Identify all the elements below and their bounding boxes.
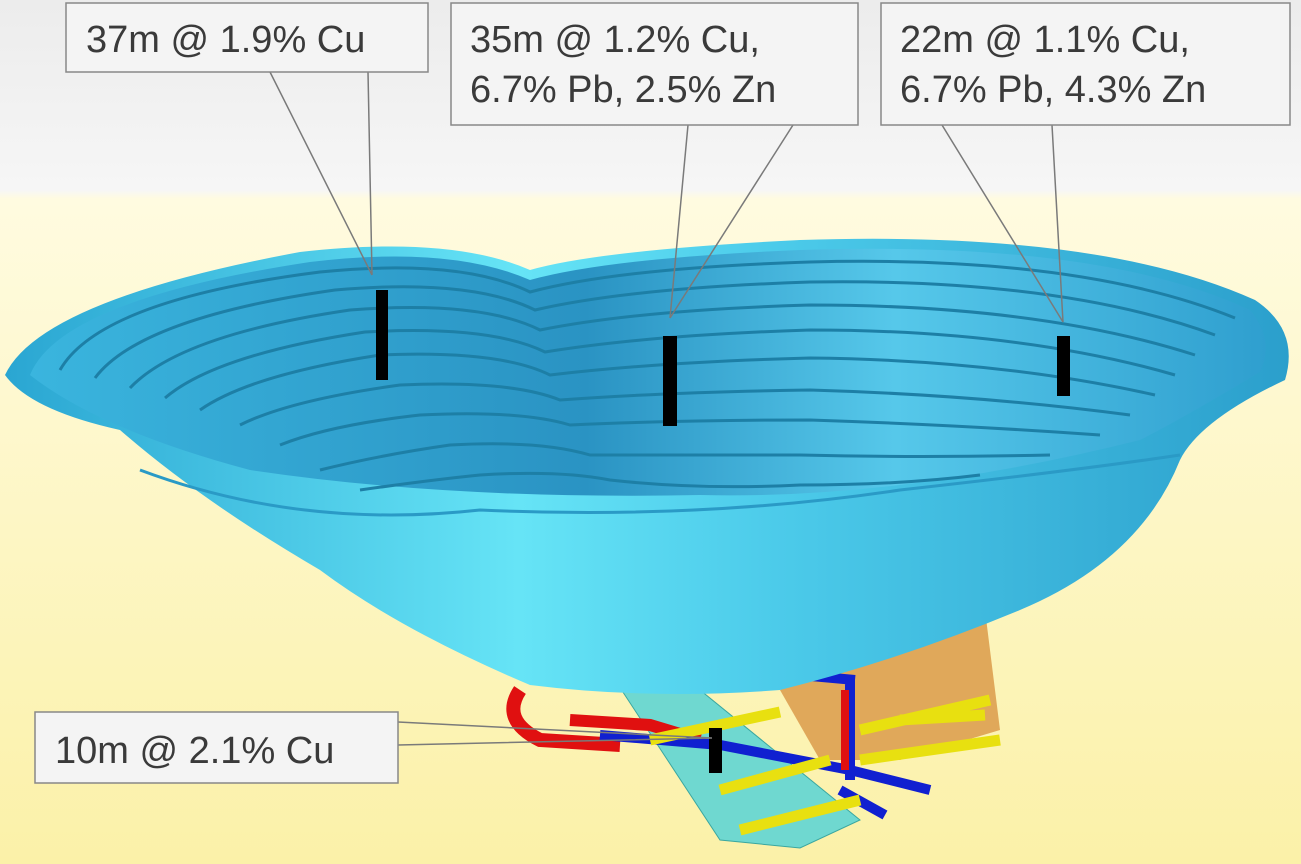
leaders [269, 71, 1064, 746]
intercept [663, 336, 677, 426]
callout-box [880, 2, 1291, 126]
red-tunnel [506, 686, 621, 752]
callout: 37m @ 1.9% Cu [65, 2, 429, 73]
callout-text: 35m @ 1.2% Cu, 6.7% Pb, 2.5% Zn [470, 19, 776, 111]
pit-rim-line [139, 453, 1181, 517]
callout-line: 10m @ 2.1% Cu [55, 730, 334, 772]
callout-box [450, 2, 859, 126]
callout-line: 22m @ 1.1% Cu, [900, 19, 1190, 61]
callout-line: 6.7% Pb, 2.5% Zn [470, 69, 776, 111]
callout-box [34, 711, 399, 784]
intercept [376, 290, 388, 380]
callout-line: 35m @ 1.2% Cu, [470, 19, 760, 61]
open-pit [5, 238, 1289, 694]
callout-line: 37m @ 1.9% Cu [86, 19, 365, 61]
underground-workings [506, 610, 1001, 849]
yellow-drives [648, 694, 1001, 836]
intercept [709, 728, 722, 773]
callout-text: 37m @ 1.9% Cu [86, 19, 365, 61]
callout-box [65, 2, 429, 73]
callout-line: 6.7% Pb, 4.3% Zn [900, 69, 1206, 111]
intercept [1057, 336, 1070, 396]
callout: 10m @ 2.1% Cu [34, 711, 399, 784]
callout: 35m @ 1.2% Cu, 6.7% Pb, 2.5% Zn [450, 2, 859, 126]
callout-text: 22m @ 1.1% Cu, 6.7% Pb, 4.3% Zn [900, 19, 1206, 111]
callout-text: 10m @ 2.1% Cu [55, 730, 334, 772]
callout: 22m @ 1.1% Cu, 6.7% Pb, 4.3% Zn [880, 2, 1291, 126]
